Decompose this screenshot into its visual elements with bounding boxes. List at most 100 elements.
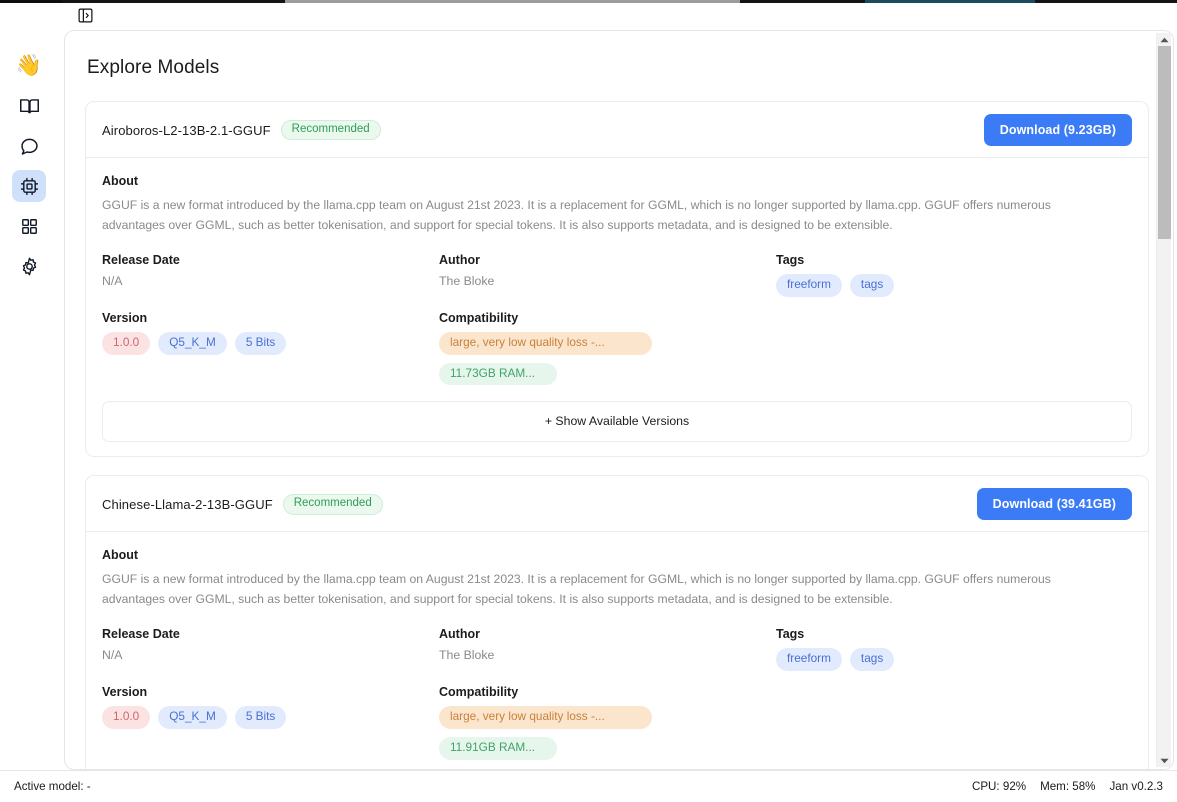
status-bar: Active model: - CPU: 92% Mem: 58% Jan v0… [0,770,1177,802]
scrollbar-thumb[interactable] [1157,46,1171,239]
tag-pill[interactable]: tags [849,274,895,297]
show-available-versions-button[interactable]: + Show Available Versions [102,401,1132,443]
model-card-header-left: Chinese-Llama-2-13B-GGUF Recommended [102,494,383,515]
scrollbar-track[interactable] [1157,46,1172,754]
model-card-body: About GGUF is a new format introduced by… [86,158,1148,456]
grid-apps-icon [20,217,39,236]
version-pill: 1.0.0 [102,331,151,355]
compatibility-field: Compatibility large, very low quality lo… [439,311,776,386]
status-bar-right: CPU: 92% Mem: 58% Jan v0.2.3 [972,780,1163,793]
tag-pill[interactable]: tags [849,648,895,672]
author-field: Author The Bloke [439,253,776,297]
version-pill: 1.0.0 [102,706,151,729]
scroll-up-arrow[interactable] [1157,33,1172,46]
chrome-seg-right [865,0,1035,3]
tags-pill-row: freeform tags [776,648,1132,672]
sidebar-item-wave: 👋 [12,48,46,82]
memory-usage-status: Mem: 58% [1040,780,1096,793]
meta-spacer [776,685,1132,760]
sidebar-item-chat[interactable] [12,130,46,162]
tags-field: Tags freeform tags [776,627,1132,672]
model-name: Airoboros-L2-13B-2.1-GGUF [102,122,271,138]
cpu-chip-icon [19,176,40,197]
body-row: 👋 [0,0,1177,770]
author-value: The Bloke [439,648,495,663]
panel-toggle-icon[interactable] [76,6,95,25]
compatibility-label: Compatibility [439,310,519,325]
ram-pill: 11.73GB RAM... [439,362,557,386]
version-label: Version [102,685,148,700]
chrome-seg-mid [285,0,740,3]
topbar [58,0,1177,30]
download-button[interactable]: Download (9.23GB) [983,114,1132,146]
tags-field: Tags freeform tags [776,253,1132,297]
window-chrome-strip [0,0,1177,3]
author-label: Author [439,627,480,642]
about-label: About [102,548,139,563]
sidebar-item-explore[interactable] [12,90,46,122]
sidebar-item-models[interactable] [12,170,46,202]
content-panel: Explore Models Airoboros-L2-13B-2.1-GGUF… [64,30,1174,770]
model-card: Chinese-Llama-2-13B-GGUF Recommended Dow… [85,475,1149,769]
model-card-header-left: Airoboros-L2-13B-2.1-GGUF Recommended [102,119,381,141]
vertical-scrollbar[interactable] [1156,33,1171,767]
tags-pill-row: freeform tags [776,274,1132,297]
cpu-usage-status: CPU: 92% [971,780,1027,793]
chrome-seg-left [0,0,62,3]
book-icon [19,96,40,117]
sidebar-rail: 👋 [0,0,58,770]
meta-grid: Release Date N/A Author The Bloke Tags [102,253,1132,386]
release-date-field: Release Date N/A [102,627,439,671]
model-card: Airoboros-L2-13B-2.1-GGUF Recommended Do… [85,101,1149,458]
tags-label: Tags [776,253,805,267]
release-date-value: N/A [102,648,123,663]
ram-pill: 11.91GB RAM... [439,736,557,760]
tags-label: Tags [776,627,805,642]
release-date-value: N/A [102,274,123,288]
author-value: The Bloke [439,274,495,288]
scroll-area: Explore Models Airoboros-L2-13B-2.1-GGUF… [65,31,1173,769]
sidebar-item-apps[interactable] [12,210,46,242]
about-label: About [102,174,139,188]
meta-grid: Release Date N/A Author The Bloke Tags [102,627,1132,760]
status-badge: Recommended [282,494,383,515]
author-label: Author [439,253,480,267]
tag-pill[interactable]: freeform [776,274,842,297]
scroll-down-arrow[interactable] [1157,754,1172,767]
compatibility-pill-row: large, very low quality loss -... 11.73G… [439,331,776,386]
quantization-pill: Q5_K_M [158,706,227,729]
page-title: Explore Models [87,57,220,78]
about-text: GGUF is a new format introduced by the l… [102,572,1051,607]
quantization-pill: Q5_K_M [158,331,227,355]
version-pill-row: 1.0.0 Q5_K_M 5 Bits [102,706,439,729]
tag-pill[interactable]: freeform [776,648,842,672]
compatibility-label: Compatibility [439,685,519,700]
main-column: Explore Models Airoboros-L2-13B-2.1-GGUF… [58,0,1177,770]
status-badge: Recommended [280,119,381,141]
compatibility-pill-row: large, very low quality loss -... 11.91G… [439,706,776,760]
meta-spacer [776,311,1132,386]
app-version-status: Jan v0.2.3 [1109,780,1164,793]
model-card-header: Chinese-Llama-2-13B-GGUF Recommended Dow… [86,476,1148,533]
model-name: Chinese-Llama-2-13B-GGUF [102,496,273,512]
release-date-label: Release Date [102,627,180,642]
compatibility-field: Compatibility large, very low quality lo… [439,685,776,760]
wave-emoji-icon: 👋 [15,53,43,77]
sidebar-item-settings[interactable] [12,250,46,282]
release-date-label: Release Date [102,253,180,267]
author-field: Author The Bloke [439,627,776,671]
version-field: Version 1.0.0 Q5_K_M 5 Bits [102,685,439,760]
version-field: Version 1.0.0 Q5_K_M 5 Bits [102,311,439,386]
about-text: GGUF is a new format introduced by the l… [102,198,1051,232]
version-label: Version [102,310,148,325]
bits-pill: 5 Bits [234,706,287,729]
quality-pill: large, very low quality loss -... [439,331,652,355]
active-model-status: Active model: - [14,780,91,793]
release-date-field: Release Date N/A [102,253,439,297]
bits-pill: 5 Bits [234,331,287,355]
version-pill-row: 1.0.0 Q5_K_M 5 Bits [102,331,439,355]
gear-icon [19,256,40,277]
download-button[interactable]: Download (39.41GB) [976,488,1132,521]
quality-pill: large, very low quality loss -... [439,706,652,729]
